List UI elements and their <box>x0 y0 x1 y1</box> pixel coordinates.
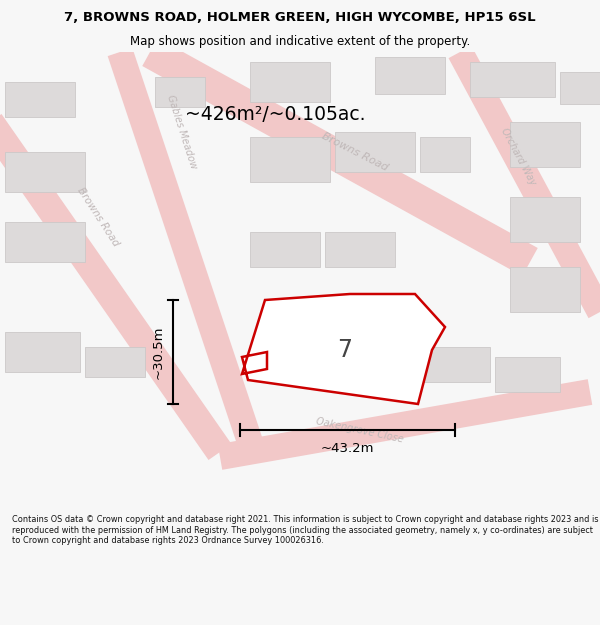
Polygon shape <box>470 62 555 97</box>
Polygon shape <box>5 222 85 262</box>
Polygon shape <box>250 62 330 102</box>
Polygon shape <box>375 57 445 94</box>
Text: Oakengrove Close: Oakengrove Close <box>316 416 404 444</box>
Text: 7: 7 <box>337 338 353 362</box>
Polygon shape <box>250 137 330 182</box>
Polygon shape <box>510 197 580 242</box>
Polygon shape <box>0 114 232 460</box>
Polygon shape <box>5 152 85 192</box>
Text: ~30.5m: ~30.5m <box>152 325 165 379</box>
Polygon shape <box>415 347 490 382</box>
Text: Gables Meadow: Gables Meadow <box>165 94 199 171</box>
Text: Browns Road: Browns Road <box>320 131 390 173</box>
Polygon shape <box>510 122 580 167</box>
Text: Contains OS data © Crown copyright and database right 2021. This information is : Contains OS data © Crown copyright and d… <box>12 515 599 545</box>
Text: 7, BROWNS ROAD, HOLMER GREEN, HIGH WYCOMBE, HP15 6SL: 7, BROWNS ROAD, HOLMER GREEN, HIGH WYCOM… <box>64 11 536 24</box>
Polygon shape <box>85 347 145 377</box>
Polygon shape <box>218 379 592 470</box>
Polygon shape <box>107 48 268 461</box>
Text: Browns Road: Browns Road <box>75 186 121 248</box>
Text: Orchard Way: Orchard Way <box>499 127 537 188</box>
Text: ~426m²/~0.105ac.: ~426m²/~0.105ac. <box>185 104 365 124</box>
Polygon shape <box>250 232 320 267</box>
Polygon shape <box>5 332 80 372</box>
Polygon shape <box>142 38 538 276</box>
Polygon shape <box>242 294 445 404</box>
Polygon shape <box>155 77 205 107</box>
Text: ~43.2m: ~43.2m <box>321 442 374 455</box>
Polygon shape <box>560 72 600 104</box>
Polygon shape <box>335 132 415 172</box>
Polygon shape <box>5 82 75 117</box>
Polygon shape <box>495 357 560 392</box>
Polygon shape <box>325 232 395 267</box>
Polygon shape <box>420 137 470 172</box>
Polygon shape <box>449 46 600 318</box>
Text: Map shows position and indicative extent of the property.: Map shows position and indicative extent… <box>130 36 470 48</box>
Polygon shape <box>510 267 580 312</box>
